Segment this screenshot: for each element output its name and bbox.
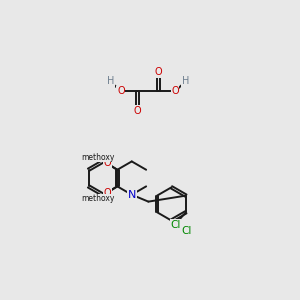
Text: Cl: Cl (170, 220, 181, 230)
Text: O: O (103, 188, 111, 198)
Text: methoxy: methoxy (81, 194, 115, 203)
Text: N: N (128, 190, 136, 200)
Text: Cl: Cl (181, 226, 192, 236)
Text: H: H (107, 76, 114, 86)
Text: O: O (171, 86, 179, 96)
Text: O: O (154, 67, 162, 77)
Text: methoxy: methoxy (81, 153, 115, 162)
Text: O: O (103, 158, 111, 168)
Text: O: O (134, 106, 141, 116)
Text: O: O (117, 86, 125, 96)
Text: H: H (182, 76, 189, 86)
